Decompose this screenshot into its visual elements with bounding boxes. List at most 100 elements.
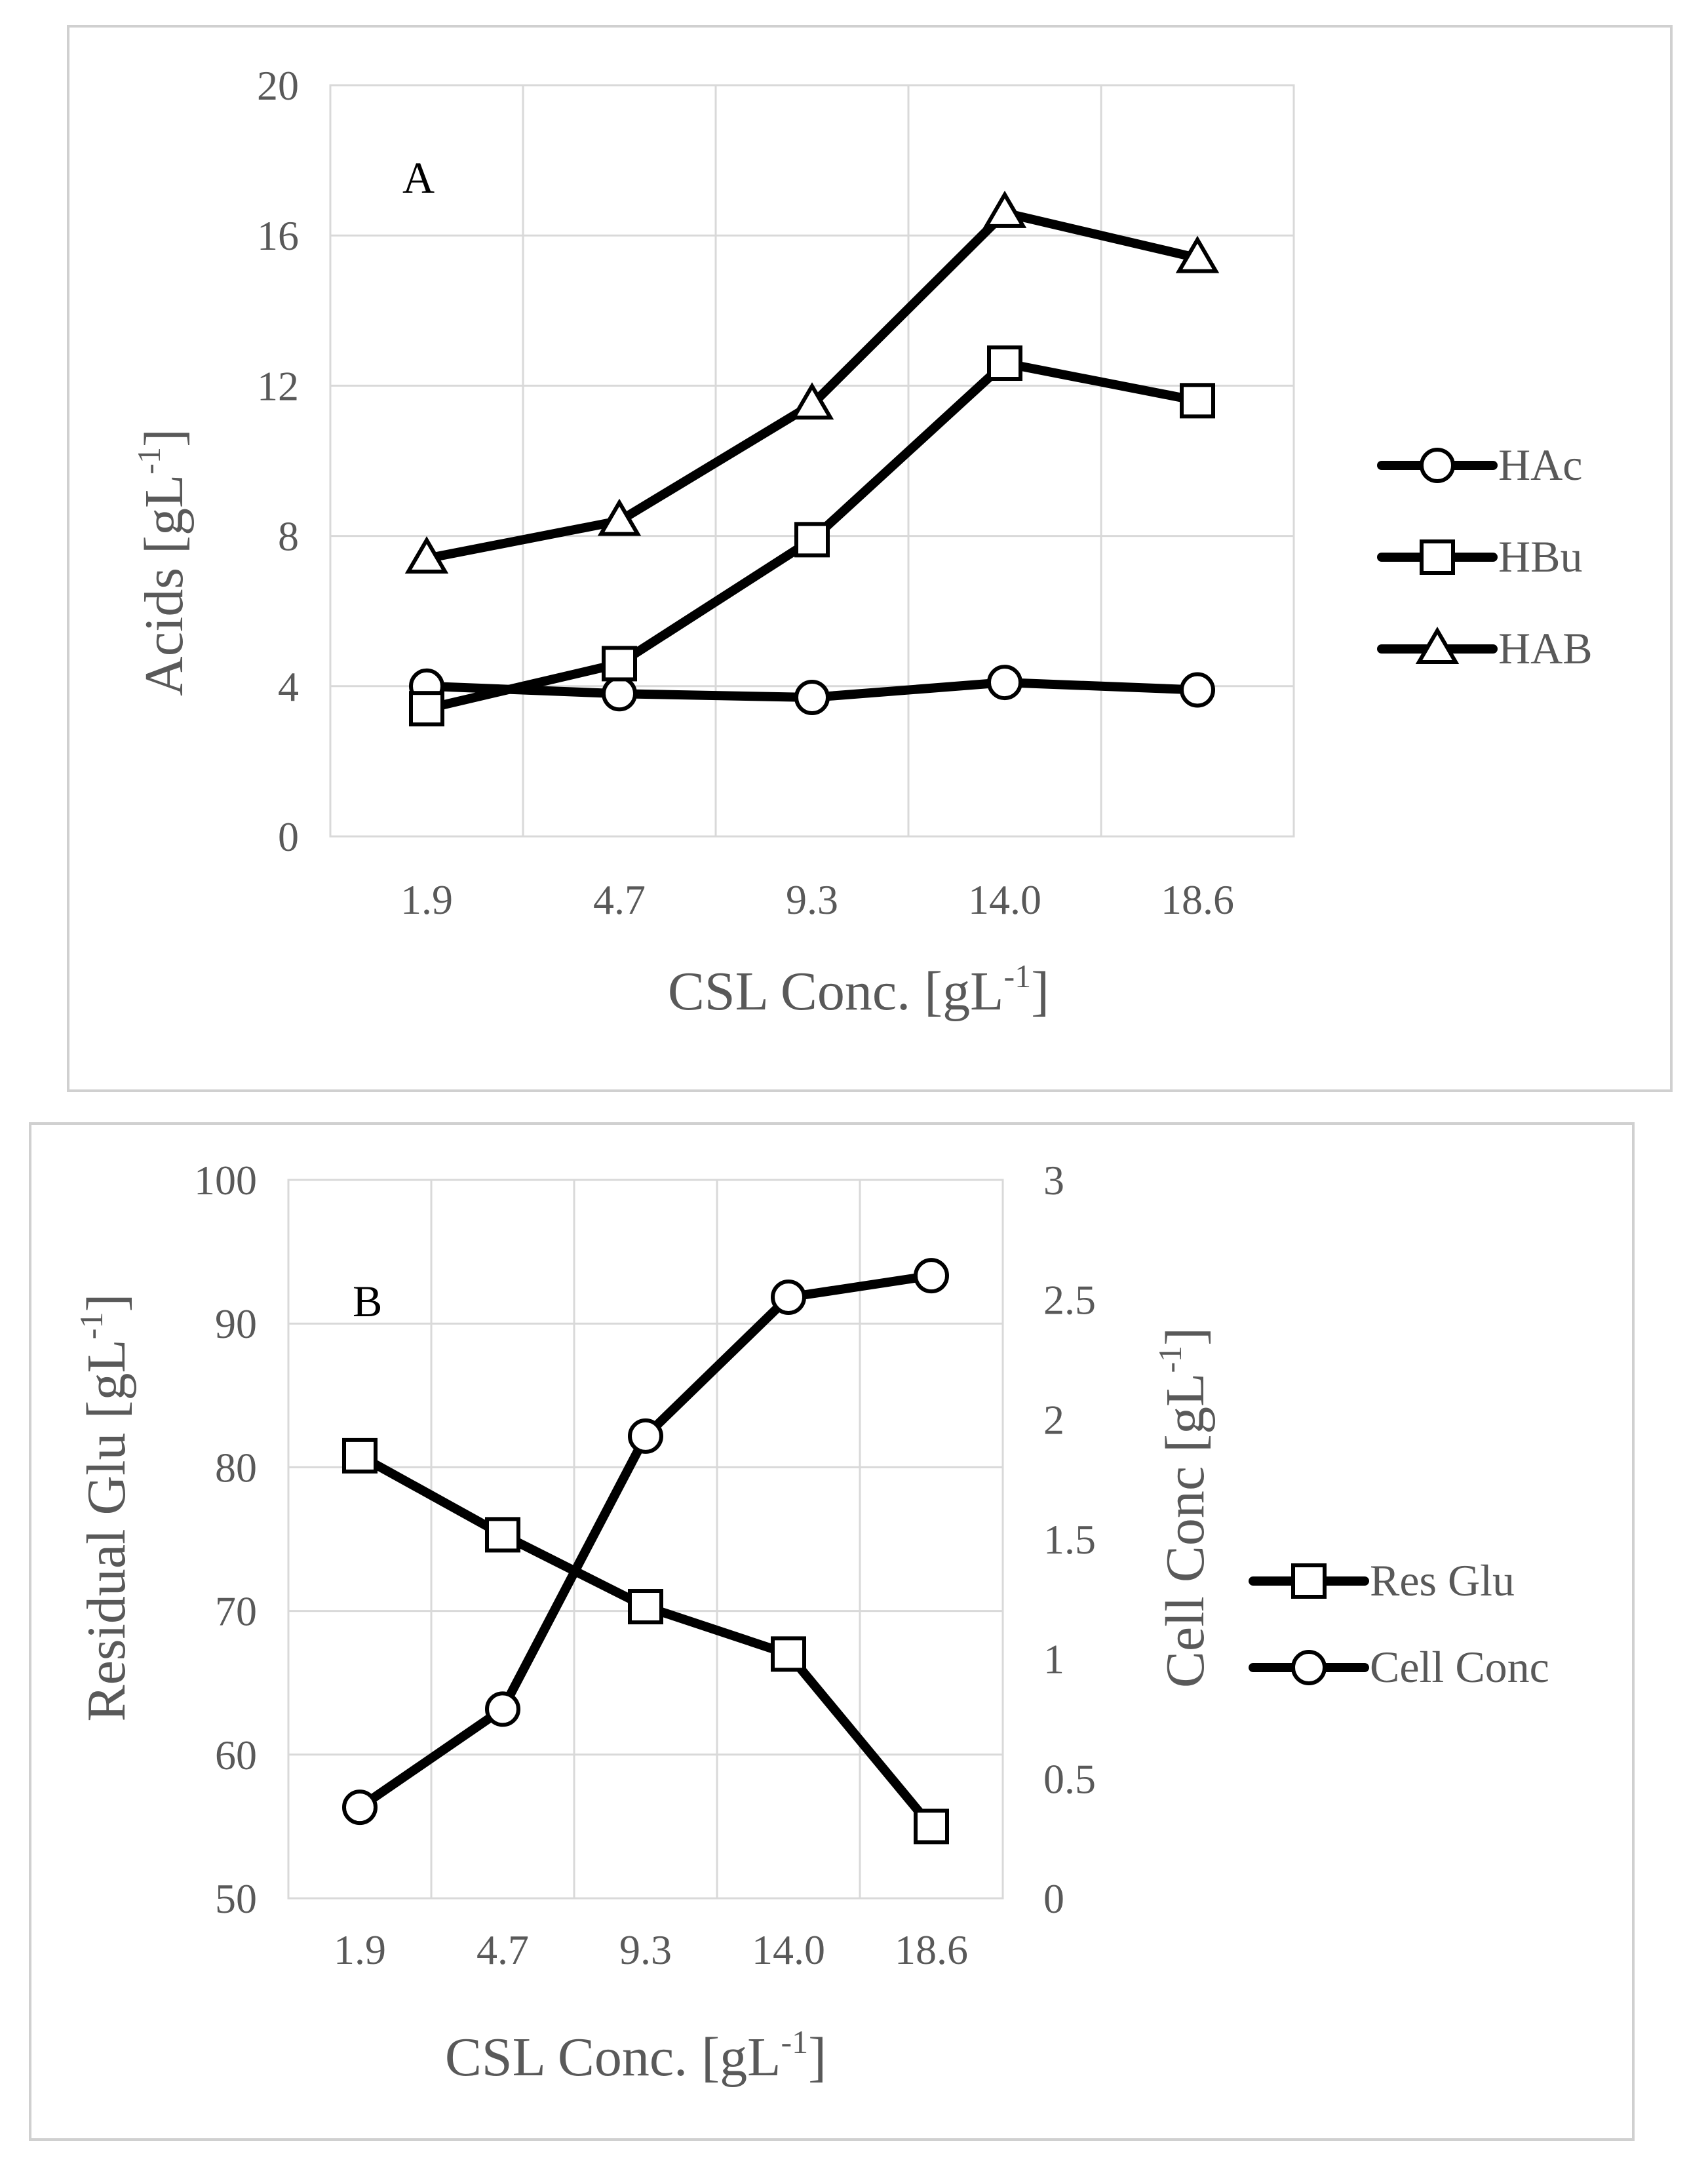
panel-b-series-cell-conc: [342, 1258, 949, 1826]
panel-b-x-axis-label-main: CSL Conc. [gL: [445, 2027, 781, 2088]
panel-b-y2-axis-label: Cell Conc [gL-1]: [1152, 1327, 1216, 1688]
panel-a-y-axis-label-end: ]: [134, 429, 195, 447]
panel-b-y2-tick-label: 2: [1043, 1396, 1064, 1443]
panel-b-y-axis-label-sup: -1: [73, 1312, 109, 1340]
panel-b-gridlines: [288, 1180, 1003, 1898]
panel-a-series-hab: [404, 190, 1220, 574]
panel-b-y-axis-label-main: Residual Glu [gL: [76, 1339, 137, 1721]
panel-b-tick-labels: 50 60 70 80 90 100 0 0.5 1 1.5 2 2.5 3 1.9 4.7 9.3 14.0 1…: [194, 1157, 1096, 1973]
panel-b-data-point: [485, 1691, 520, 1727]
panel-b-y2-tick-label: 2.5: [1043, 1277, 1096, 1323]
panel-a-data-point: [794, 522, 830, 558]
panel-b-y2-tick-label: 1.5: [1043, 1516, 1096, 1563]
panel-b-y2-tick-label: 0.5: [1043, 1755, 1096, 1802]
panel-b-x-axis-label: CSL Conc. [gL-1]: [445, 2024, 826, 2088]
panel-a-x-axis-label-main: CSL Conc. [gL: [668, 961, 1004, 1022]
panel-a-y-axis-label-main: Acids [gL: [134, 475, 195, 696]
panel-a-y-tick-label: 0: [278, 813, 299, 860]
panel-a-legend-label: HBu: [1498, 532, 1582, 581]
panel-b-legend-label: Cell Conc: [1370, 1642, 1549, 1692]
panel-a-data-point: [404, 536, 449, 574]
panel-a-series-hbu: [409, 345, 1215, 727]
panel-b-label: B: [353, 1276, 382, 1326]
panel-b-y-tick-label: 50: [215, 1875, 257, 1922]
panel-a-data-point: [1175, 235, 1220, 273]
panel-a-legend-label: HAc: [1498, 440, 1582, 490]
panel-a-data-point: [1180, 383, 1215, 419]
panel-a-legend-item: HAB: [1377, 623, 1593, 673]
panel-a-tick-labels: 0 4 8 12 16 20 1.9 4.7 9.3 14.0 18.6: [257, 62, 1234, 923]
panel-b-y-tick-label: 100: [194, 1157, 257, 1203]
panel-b-y2-axis-label-main: Cell Conc [gL: [1155, 1373, 1216, 1689]
panel-a-data-point: [790, 382, 834, 420]
panel-a-plot-area: [329, 84, 1295, 838]
panel-a-legend-item: HBu: [1377, 532, 1582, 581]
panel-b-series: [342, 1258, 949, 1845]
panel-b-x-tick-label: 4.7: [476, 1927, 529, 1973]
panel-a-legend-marker: [1420, 539, 1455, 575]
panel-b-data-point: [771, 1636, 806, 1672]
panel-a-label: A: [402, 153, 435, 203]
panel-b-data-point: [628, 1589, 663, 1625]
panel-a-legend: HAc HBu HAB: [1377, 440, 1593, 673]
panel-b-x-tick-label: 9.3: [619, 1927, 672, 1973]
panel-a-y-tick-label: 8: [278, 513, 299, 560]
panel-b-data-point: [914, 1809, 949, 1845]
panel-b-data-point: [342, 1790, 378, 1826]
panel-a-data-point: [1180, 672, 1215, 708]
panel-b-x-tick-label: 1.9: [334, 1927, 386, 1973]
panel-b-legend-marker: [1291, 1650, 1327, 1685]
panel-a-data-point: [794, 679, 830, 715]
panel-b-frame: [29, 1122, 1635, 2141]
panel-a-x-tick-label: 4.7: [593, 876, 646, 923]
panel-b-y-tick-label: 70: [215, 1588, 257, 1635]
panel-a-legend-item: HAc: [1377, 440, 1582, 490]
panel-a-y-tick-label: 20: [257, 62, 299, 109]
panel-b-x-axis-label-sup: -1: [781, 2024, 808, 2060]
panel-b-legend-marker: [1291, 1563, 1327, 1599]
panel-a-data-point: [602, 646, 637, 682]
panel-a-x-axis-label-end: ]: [1031, 961, 1049, 1022]
panel-b-data-point: [485, 1517, 520, 1553]
panel-a-data-point: [602, 676, 637, 712]
panel-a-legend-label: HAB: [1498, 623, 1593, 673]
panel-a-legend-marker: [1420, 448, 1455, 483]
panel-b-data-point: [628, 1418, 663, 1454]
panel-b-y-tick-label: 80: [215, 1444, 257, 1491]
panel-b-y2-axis-label-end: ]: [1155, 1327, 1216, 1346]
panel-a-x-tick-label: 1.9: [400, 876, 453, 923]
panel-a-y-tick-label: 12: [257, 362, 299, 409]
panel-b-x-tick-label: 18.6: [895, 1927, 968, 1973]
panel-b-y2-tick-label: 0: [1043, 1875, 1064, 1922]
panel-a-y-tick-label: 16: [257, 212, 299, 259]
panel-a-x-axis-label-sup: -1: [1003, 958, 1031, 994]
panel-b-x-axis-label-end: ]: [808, 2027, 826, 2088]
panel-b-y-tick-label: 60: [215, 1732, 257, 1778]
panel-b-y-axis-label-end: ]: [76, 1294, 137, 1312]
panel-b-y2-axis-label-sup: -1: [1152, 1346, 1188, 1373]
panel-a-x-tick-label: 18.6: [1161, 876, 1234, 923]
panel-b-series-res-glu: [342, 1438, 949, 1845]
panel-a-x-axis-label: CSL Conc. [gL-1]: [668, 958, 1049, 1022]
panel-a-x-tick-label: 9.3: [786, 876, 838, 923]
panel-b-y-tick-label: 90: [215, 1301, 257, 1347]
panel-b-legend-label: Res Glu: [1370, 1555, 1515, 1605]
panel-b-legend: Res Glu Cell Conc: [1249, 1555, 1549, 1692]
panel-a-legend-marker: [1415, 627, 1460, 664]
panel-b-data-point: [914, 1258, 949, 1294]
panel-a-data-point: [597, 498, 642, 536]
panel-a-y-axis-label: Acids [gL-1]: [130, 429, 195, 696]
panel-b-y-axis-label: Residual Glu [gL-1]: [73, 1294, 137, 1722]
panel-a-data-point: [409, 691, 444, 727]
panel-b-legend-item: Res Glu: [1249, 1555, 1515, 1605]
panel-a-data-point: [987, 345, 1022, 381]
panel-a-data-point: [987, 665, 1022, 701]
panel-a-y-tick-label: 4: [278, 663, 299, 710]
panel-b-plot-area: [287, 1179, 1004, 1900]
panel-a-data-point: [982, 190, 1027, 228]
panel-b-y2-tick-label: 3: [1043, 1157, 1064, 1203]
panel-b-legend-item: Cell Conc: [1249, 1642, 1549, 1692]
panel-b-x-tick-label: 14.0: [752, 1927, 825, 1973]
panel-a-x-tick-label: 14.0: [968, 876, 1041, 923]
